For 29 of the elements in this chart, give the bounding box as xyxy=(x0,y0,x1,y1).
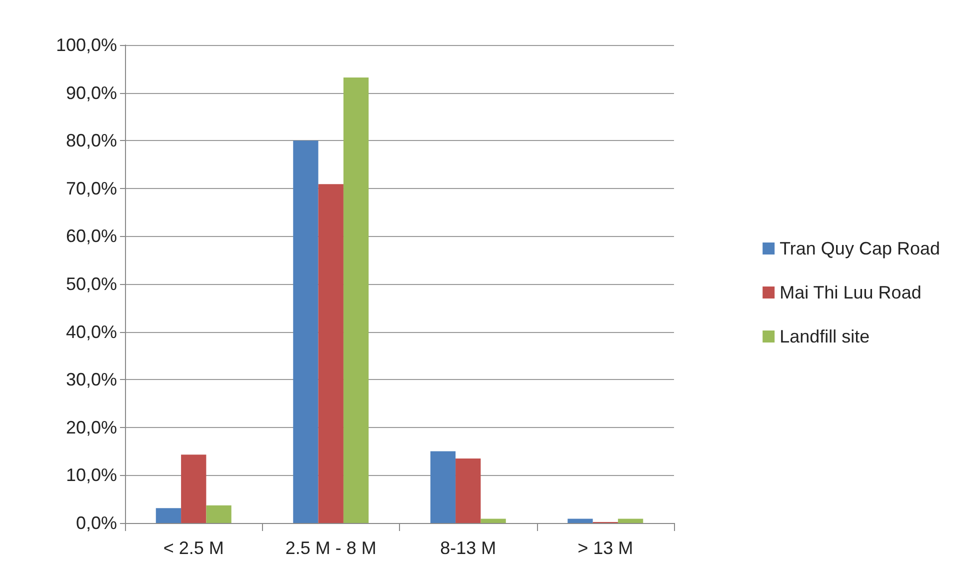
y-tick-label: 80,0% xyxy=(66,130,117,151)
y-tick-label: 20,0% xyxy=(66,417,117,438)
x-tick-label: 2.5 M - 8 M xyxy=(285,538,376,558)
y-tick-label: 100,0% xyxy=(56,35,117,55)
bar xyxy=(568,518,593,523)
x-tick-label: 8-13 M xyxy=(440,538,496,558)
x-tick-label: > 13 M xyxy=(578,538,634,558)
bar xyxy=(318,184,344,523)
bar xyxy=(430,451,456,523)
y-tick-label: 30,0% xyxy=(66,370,117,390)
bar xyxy=(156,508,182,523)
x-tick-label: < 2.5 M xyxy=(163,538,224,558)
bar xyxy=(480,518,506,523)
legend-label: Landfill site xyxy=(780,326,870,346)
y-tick-label: 60,0% xyxy=(66,226,117,246)
bar xyxy=(181,454,206,523)
y-tick-label: 70,0% xyxy=(66,178,117,198)
y-tick-label: 50,0% xyxy=(66,274,117,294)
y-tick-label: 40,0% xyxy=(66,322,117,342)
bar xyxy=(343,78,369,523)
y-tick-label: 10,0% xyxy=(66,465,117,486)
bar xyxy=(206,505,232,523)
y-tick-label: 0,0% xyxy=(76,513,117,533)
legend-label: Mai Thi Luu Road xyxy=(780,282,922,302)
bar xyxy=(456,458,481,523)
legend-label: Tran Quy Cap Road xyxy=(780,238,940,258)
bar xyxy=(618,518,644,523)
y-tick-label: 90,0% xyxy=(66,82,117,103)
bar xyxy=(293,140,318,523)
